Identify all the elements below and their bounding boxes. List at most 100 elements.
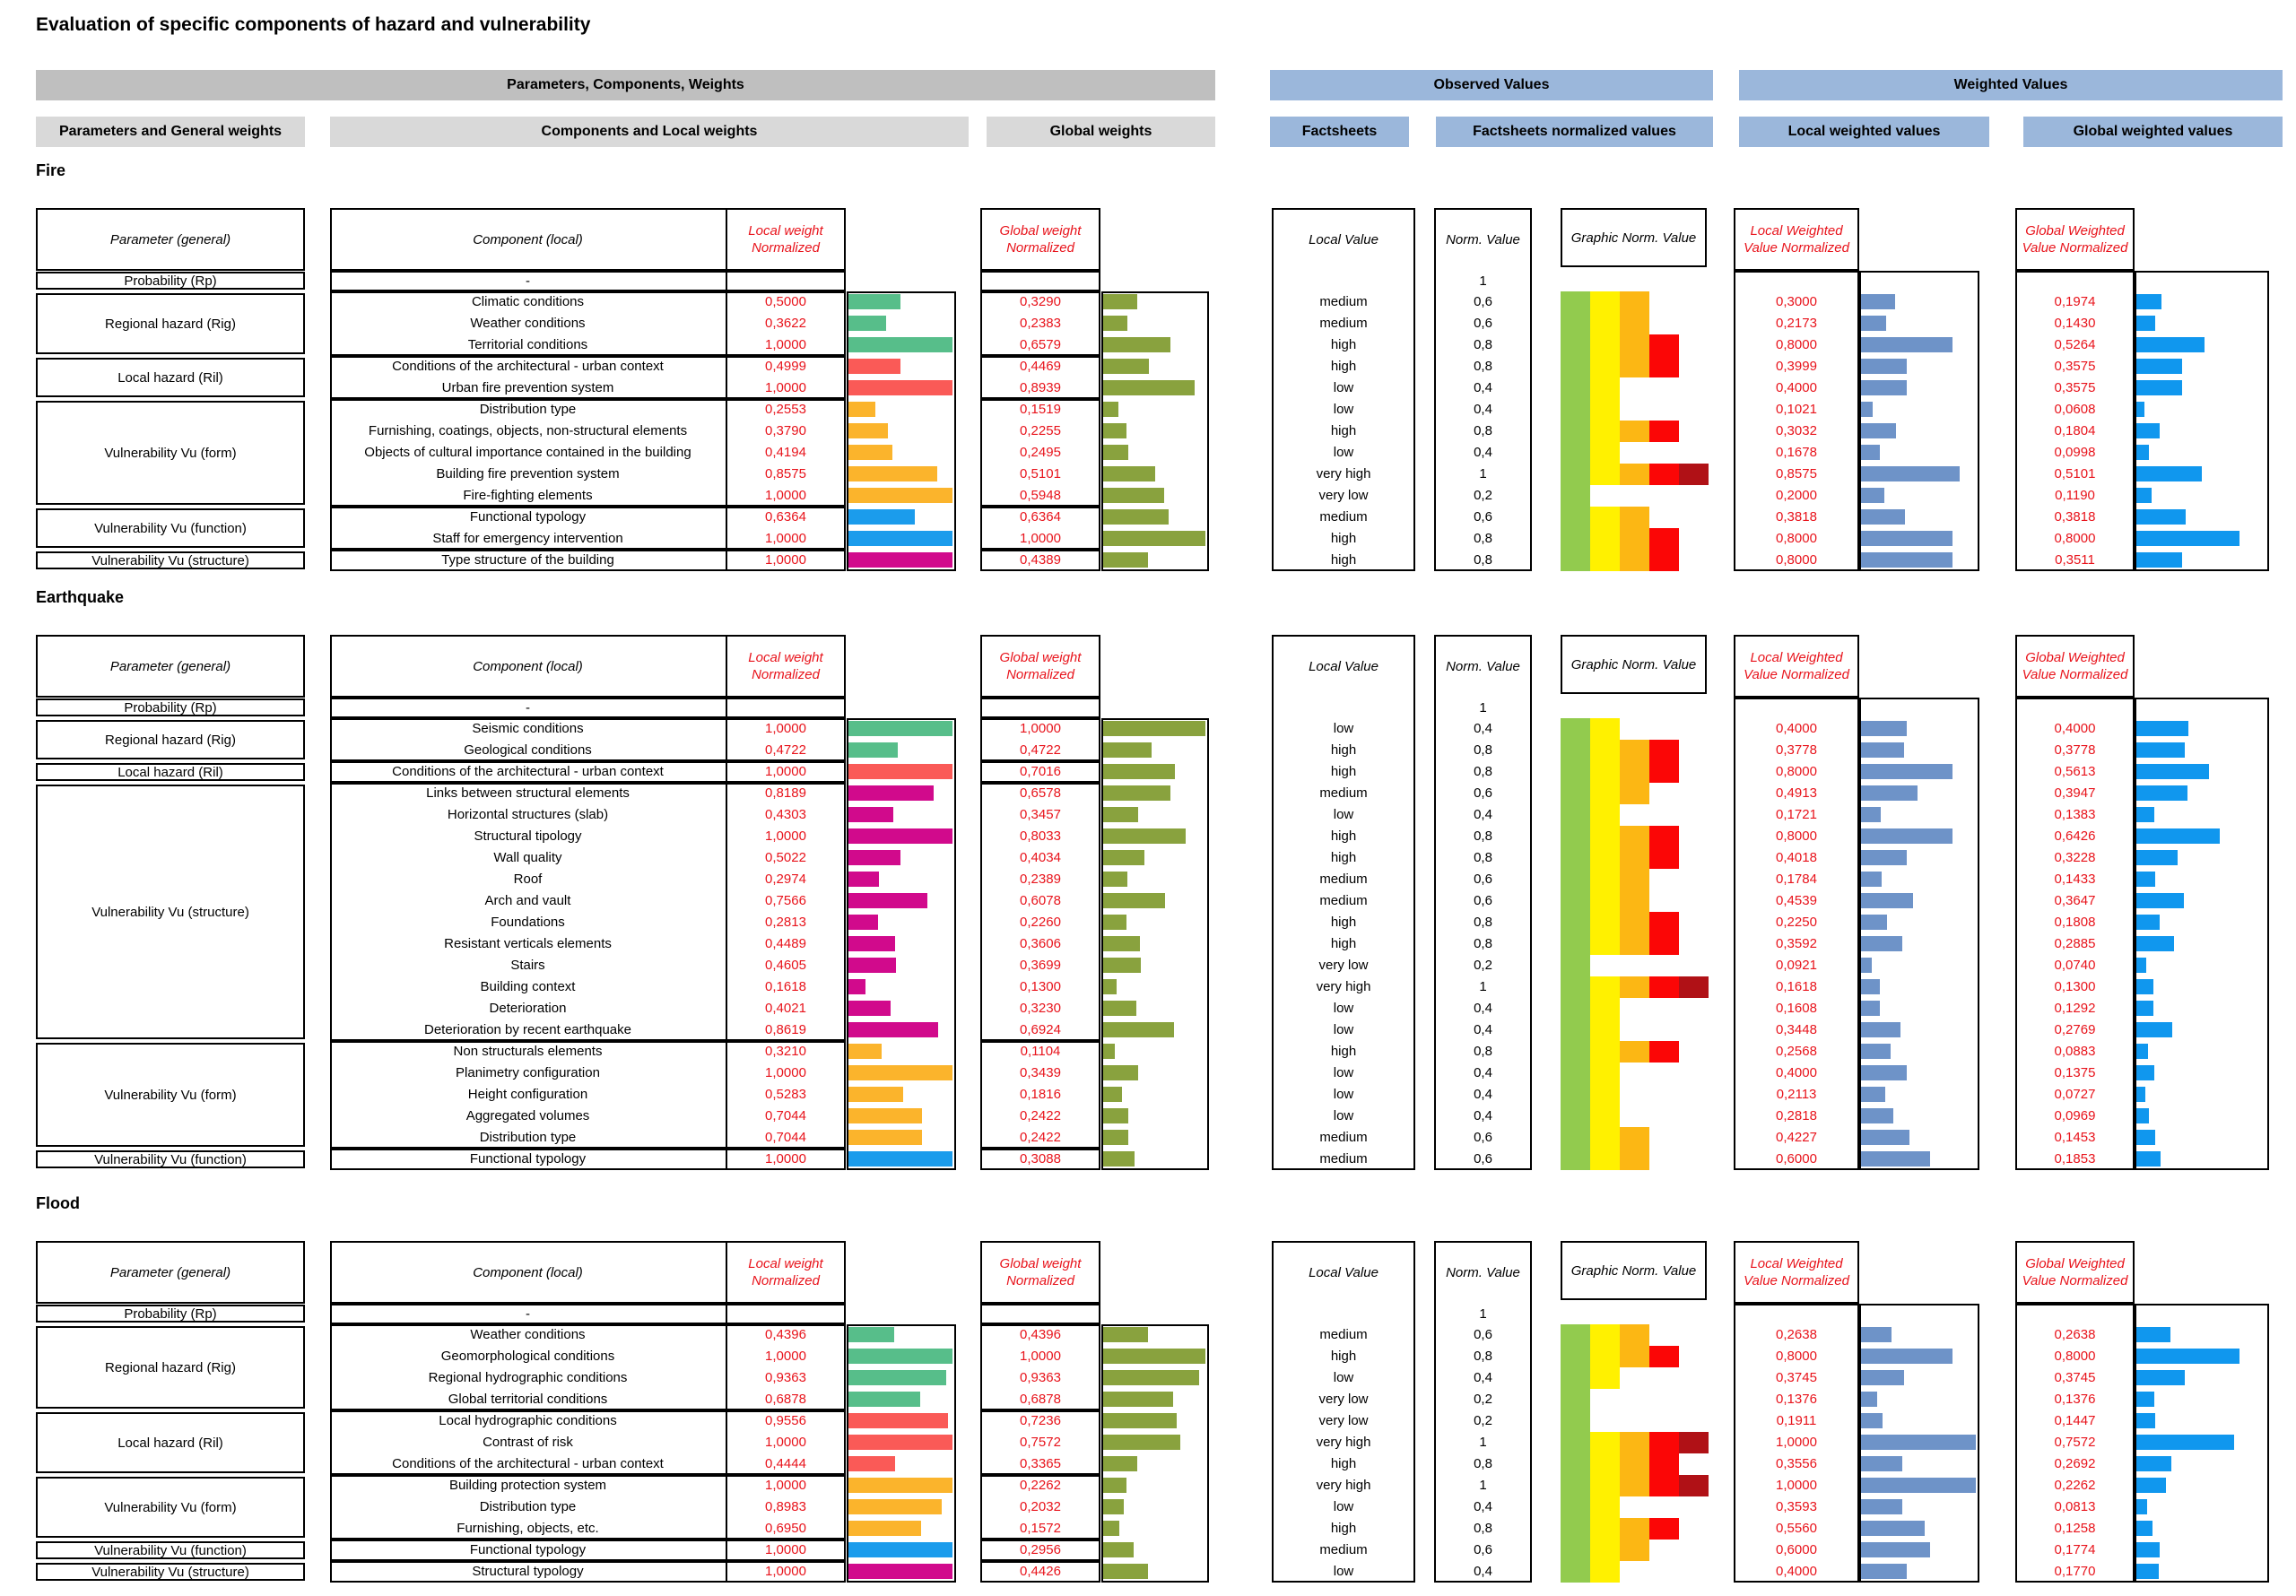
local-weight-bar bbox=[848, 552, 952, 568]
global-weight-group-box bbox=[980, 507, 1100, 550]
local-value-cell: high bbox=[1330, 742, 1357, 758]
local-weighted-value: 0,8000 bbox=[1776, 764, 1817, 779]
graphic-norm-segment bbox=[1590, 377, 1620, 399]
global-weight-group-box bbox=[980, 761, 1100, 783]
local-value-cell: very low bbox=[1318, 958, 1369, 973]
global-weighted-value: 0,3818 bbox=[2054, 509, 2096, 525]
parameter-group-cell: Local hazard (Ril) bbox=[36, 1412, 305, 1473]
local-weight-bar bbox=[848, 488, 952, 503]
graphic-norm-segment bbox=[1561, 783, 1590, 804]
local-weighted-value: 0,6000 bbox=[1776, 1151, 1817, 1167]
global-weighted-bar bbox=[2136, 402, 2144, 417]
local-value-box bbox=[1272, 208, 1415, 571]
local-weighted-bar bbox=[1861, 337, 1953, 352]
local-weighted-bar bbox=[1861, 1349, 1953, 1364]
local-weight-bar bbox=[848, 979, 865, 994]
local-weight-bar bbox=[848, 915, 878, 930]
local-weight-header-label: Local weight Normalized bbox=[748, 222, 823, 256]
graphic-norm-segment bbox=[1561, 890, 1590, 912]
global-weight-bar bbox=[1103, 1564, 1149, 1579]
global-weighted-bar bbox=[2136, 337, 2205, 352]
component-cell: Conditions of the architectural - urban … bbox=[392, 1456, 664, 1471]
local-weight-bar bbox=[848, 1327, 894, 1342]
graphic-norm-segment bbox=[1620, 313, 1649, 334]
local-weight-bar bbox=[848, 785, 934, 801]
component-cell: Roof bbox=[513, 872, 543, 887]
parameter-group-cell: Local hazard (Ril) bbox=[36, 358, 305, 397]
global-weight-bar bbox=[1103, 721, 1205, 736]
local-value-cell: very low bbox=[1318, 1413, 1369, 1428]
global-weight-value: 0,1300 bbox=[1020, 979, 1061, 994]
local-weighted-value: 0,4000 bbox=[1776, 721, 1817, 736]
local-weighted-bar bbox=[1861, 1370, 1904, 1385]
graphic-norm-segment bbox=[1590, 334, 1620, 356]
graphic-norm-segment bbox=[1561, 291, 1590, 313]
local-weighted-value: 0,4227 bbox=[1776, 1130, 1817, 1145]
norm-value-cell: 0,8 bbox=[1474, 1521, 1492, 1536]
global-weighted-value: 0,0740 bbox=[2054, 958, 2096, 973]
global-weighted-bar bbox=[2136, 1370, 2185, 1385]
norm-value-cell: 0,8 bbox=[1474, 936, 1492, 951]
global-weighted-value: 0,7572 bbox=[2054, 1435, 2096, 1450]
graphic-norm-segment bbox=[1679, 1475, 1709, 1496]
graphic-norm-segment bbox=[1649, 761, 1679, 783]
parameter-group-cell: Vulnerability Vu (structure) bbox=[36, 785, 305, 1039]
local-weight-bar bbox=[848, 872, 880, 887]
global-weight-bar bbox=[1103, 850, 1144, 865]
graphic-norm-segment bbox=[1679, 976, 1709, 998]
global-weighted-chart-box bbox=[2135, 271, 2269, 571]
graphic-norm-segment bbox=[1649, 356, 1679, 377]
global-weight-value: 0,4034 bbox=[1020, 850, 1061, 865]
norm-value-cell: 0,4 bbox=[1474, 445, 1492, 460]
local-weight-value: 0,8189 bbox=[765, 785, 806, 801]
norm-value-cell: 0,6 bbox=[1474, 1130, 1492, 1145]
local-value-cell: low bbox=[1333, 1370, 1354, 1385]
component-probability-box bbox=[330, 698, 846, 718]
graphic-norm-segment bbox=[1590, 1367, 1620, 1389]
graphic-norm-segment bbox=[1649, 1518, 1679, 1540]
global-weighted-value: 0,4000 bbox=[2054, 721, 2096, 736]
local-weight-value: 0,3622 bbox=[765, 316, 806, 331]
local-weighted-value: 0,1721 bbox=[1776, 807, 1817, 822]
global-weighted-bar bbox=[2136, 1044, 2148, 1059]
global-weight-value: 0,3457 bbox=[1020, 807, 1061, 822]
graphic-norm-segment bbox=[1620, 1540, 1649, 1561]
local-weight-bar bbox=[848, 337, 952, 352]
local-weighted-bar bbox=[1861, 893, 1914, 908]
graphic-norm-segment bbox=[1590, 869, 1620, 890]
component-cell: Arch and vault bbox=[484, 893, 571, 908]
local-value-cell: low bbox=[1333, 1564, 1354, 1579]
global-weight-bar bbox=[1103, 402, 1119, 417]
local-weight-bar bbox=[848, 1499, 943, 1514]
local-weight-value: 0,3210 bbox=[765, 1044, 806, 1059]
local-weight-value: 0,4999 bbox=[765, 359, 806, 374]
graphic-norm-segment bbox=[1649, 528, 1679, 550]
component-header-box bbox=[330, 1241, 846, 1304]
graphic-norm-segment bbox=[1590, 1063, 1620, 1084]
local-weighted-value: 0,4000 bbox=[1776, 1564, 1817, 1579]
band-comp-local: Components and Local weights bbox=[330, 117, 969, 147]
local-weighted-bar bbox=[1861, 552, 1953, 568]
norm-value-cell: 0,8 bbox=[1474, 337, 1492, 352]
global-weighted-value: 0,0727 bbox=[2054, 1087, 2096, 1102]
global-weighted-bar bbox=[2136, 1521, 2153, 1536]
graphic-norm-segment bbox=[1649, 912, 1679, 933]
global-weighted-bar bbox=[2136, 764, 2209, 779]
local-value-header: Local Value bbox=[1309, 231, 1378, 247]
local-weight-bar bbox=[848, 1065, 952, 1080]
graphic-norm-segment bbox=[1590, 1149, 1620, 1170]
global-weight-value: 0,6364 bbox=[1020, 509, 1061, 525]
local-weight-value: 0,2553 bbox=[765, 402, 806, 417]
norm-value-header: Norm. Value bbox=[1446, 231, 1520, 247]
global-weight-value: 0,3439 bbox=[1020, 1065, 1061, 1080]
component-cell: Weather conditions bbox=[470, 316, 586, 331]
local-weighted-value: 0,4913 bbox=[1776, 785, 1817, 801]
local-value-cell: high bbox=[1330, 1349, 1357, 1364]
component-cell: Type structure of the building bbox=[441, 552, 614, 568]
component-cell: Building fire prevention system bbox=[436, 466, 620, 481]
local-weight-value: 0,9363 bbox=[765, 1370, 806, 1385]
local-weighted-bar bbox=[1861, 721, 1908, 736]
local-value-cell: very low bbox=[1318, 488, 1369, 503]
norm-value-cell: 0,6 bbox=[1474, 509, 1492, 525]
local-weight-bar bbox=[848, 294, 900, 309]
